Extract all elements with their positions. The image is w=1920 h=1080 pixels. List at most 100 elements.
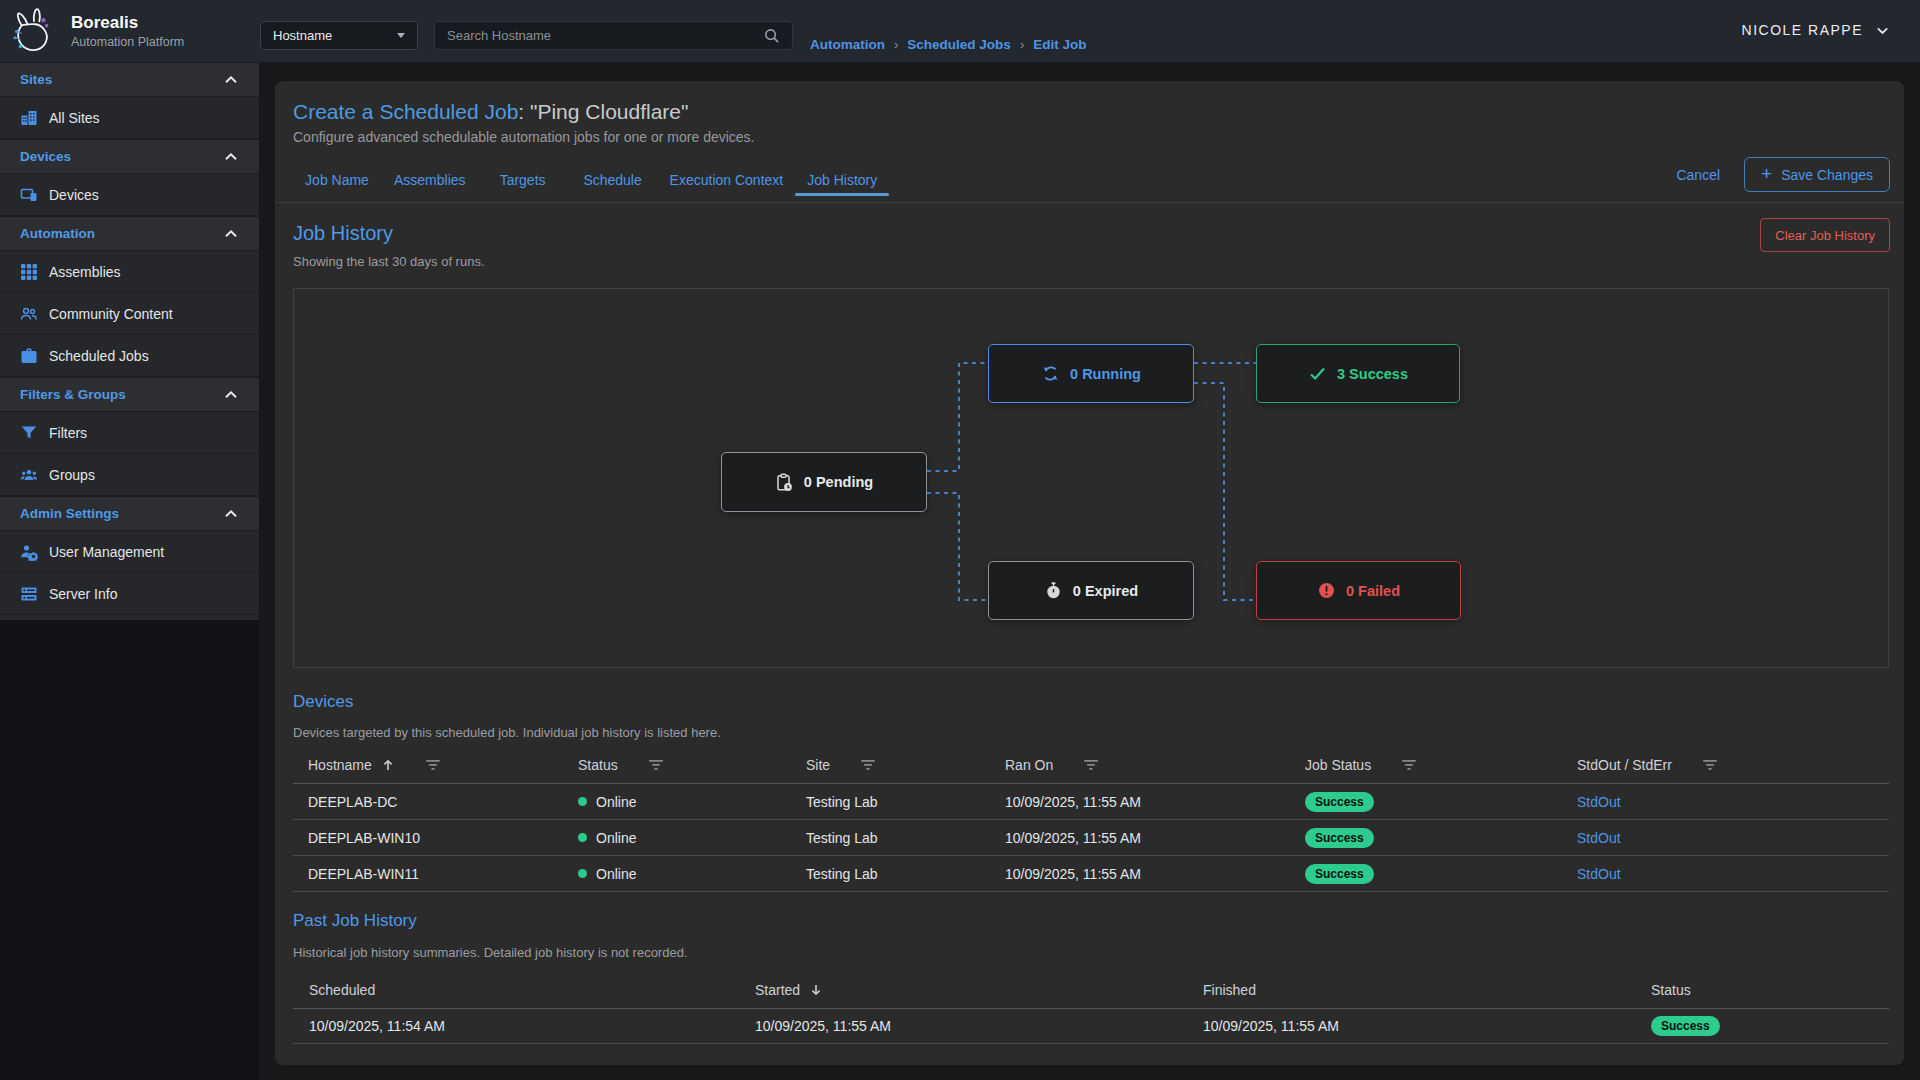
device-ran-on: 10/09/2025, 11:55 AM bbox=[1005, 866, 1141, 882]
device-stdout: StdOut bbox=[1577, 830, 1621, 846]
divider bbox=[275, 202, 1904, 203]
sidebar-item-all-sites[interactable]: All Sites bbox=[0, 97, 259, 139]
column-header-started[interactable]: Started bbox=[755, 982, 823, 998]
device-hostname: DEEPLAB-WIN10 bbox=[308, 830, 420, 846]
flow-node-label: 3 Success bbox=[1337, 366, 1408, 382]
sidebar-item-label: All Sites bbox=[49, 110, 100, 126]
device-ran-on: 10/09/2025, 11:55 AM bbox=[1005, 794, 1141, 810]
sidebar-item-filters[interactable]: Filters bbox=[0, 412, 259, 454]
chevron-up-icon bbox=[223, 506, 239, 522]
chevron-down-icon bbox=[397, 33, 405, 38]
column-header-stdout-stderr[interactable]: StdOut / StdErr bbox=[1577, 757, 1718, 773]
user-menu[interactable]: NICOLE RAPPE bbox=[1742, 22, 1890, 38]
column-header-ran-on[interactable]: Ran On bbox=[1005, 757, 1099, 773]
column-header-status[interactable]: Status bbox=[578, 757, 664, 773]
brand-name: Borealis bbox=[71, 13, 184, 33]
tab-targets[interactable]: Targets bbox=[478, 168, 568, 193]
stdout-link[interactable]: StdOut bbox=[1577, 794, 1621, 810]
buildings-icon bbox=[20, 109, 38, 127]
tab-assemblies[interactable]: Assemblies bbox=[382, 168, 478, 193]
filter-icon[interactable] bbox=[1083, 758, 1099, 772]
column-header-scheduled[interactable]: Scheduled bbox=[309, 982, 375, 998]
breadcrumb-scheduled-jobs[interactable]: Scheduled Jobs bbox=[907, 37, 1011, 52]
stdout-link[interactable]: StdOut bbox=[1577, 866, 1621, 882]
sidebar-item-assemblies[interactable]: Assemblies bbox=[0, 251, 259, 293]
user-name: NICOLE RAPPE bbox=[1742, 22, 1863, 38]
flow-node-success: 3 Success bbox=[1256, 344, 1460, 403]
devices-heading: Devices bbox=[293, 692, 353, 712]
devices-table: Hostname Status Site Ran On Job Status StdOut… bbox=[293, 746, 1889, 892]
column-header-status[interactable]: Status bbox=[1651, 982, 1691, 998]
search-box[interactable] bbox=[434, 21, 793, 50]
device-row-deeplab-win10: DEEPLAB-WIN10OnlineTesting Lab10/09/2025… bbox=[293, 820, 1889, 856]
chevron-up-icon bbox=[223, 149, 239, 165]
flow-node-expired: 0 Expired bbox=[988, 561, 1194, 620]
column-header-finished[interactable]: Finished bbox=[1203, 982, 1256, 998]
filter-icon[interactable] bbox=[1401, 758, 1417, 772]
search-input[interactable] bbox=[447, 28, 764, 43]
past-job-history-heading: Past Job History bbox=[293, 911, 417, 931]
column-header-hostname[interactable]: Hostname bbox=[308, 757, 441, 773]
hostname-filter-label: Hostname bbox=[273, 28, 332, 43]
column-header-site[interactable]: Site bbox=[806, 757, 876, 773]
sidebar-item-scheduled-jobs[interactable]: Scheduled Jobs bbox=[0, 335, 259, 377]
device-hostname: DEEPLAB-DC bbox=[308, 794, 397, 810]
tab-job-history[interactable]: Job History bbox=[795, 168, 889, 193]
sidebar-section-automation[interactable]: Automation bbox=[0, 216, 259, 251]
device-ran-on: 10/09/2025, 11:55 AM bbox=[1005, 830, 1141, 846]
clear-job-history-button[interactable]: Clear Job History bbox=[1760, 218, 1890, 252]
sidebar-section-devices[interactable]: Devices bbox=[0, 139, 259, 174]
sidebar-item-user-management[interactable]: User Management bbox=[0, 531, 259, 573]
save-changes-button[interactable]: +Save Changes bbox=[1744, 157, 1890, 192]
past-scheduled: 10/09/2025, 11:54 AM bbox=[309, 1018, 445, 1034]
alert-icon bbox=[1317, 581, 1336, 600]
online-dot-icon bbox=[578, 797, 587, 806]
sidebar-item-server-info[interactable]: Server Info bbox=[0, 573, 259, 615]
grid-icon bbox=[20, 263, 38, 281]
section-label: Filters & Groups bbox=[20, 387, 126, 402]
job-history-subheading: Showing the last 30 days of runs. bbox=[293, 254, 485, 269]
sidebar-item-community-content[interactable]: Community Content bbox=[0, 293, 259, 335]
chevron-up-icon bbox=[223, 226, 239, 242]
filter-icon[interactable] bbox=[648, 758, 664, 772]
device-hostname: DEEPLAB-WIN11 bbox=[308, 866, 419, 882]
section-label: Admin Settings bbox=[20, 506, 119, 521]
sidebar-section-admin-settings[interactable]: Admin Settings bbox=[0, 496, 259, 531]
filter-icon[interactable] bbox=[1702, 758, 1718, 772]
sidebar-item-label: Server Info bbox=[49, 586, 117, 602]
stdout-link[interactable]: StdOut bbox=[1577, 830, 1621, 846]
search-icon bbox=[764, 28, 780, 44]
chevron-up-icon bbox=[223, 387, 239, 403]
device-site: Testing Lab bbox=[806, 830, 878, 846]
status-badge: Success bbox=[1305, 864, 1374, 884]
briefcase-icon bbox=[20, 347, 38, 365]
sidebar-section-sites[interactable]: Sites bbox=[0, 62, 259, 97]
past-job-row: 10/09/2025, 11:54 AM10/09/2025, 11:55 AM… bbox=[293, 1009, 1889, 1044]
tab-execution-context[interactable]: Execution Context bbox=[658, 168, 796, 193]
filter-icon[interactable] bbox=[860, 758, 876, 772]
flow-node-label: 0 Failed bbox=[1346, 583, 1400, 599]
community-icon bbox=[20, 305, 38, 323]
cancel-button[interactable]: Cancel bbox=[1676, 167, 1720, 183]
sidebar-item-label: Groups bbox=[49, 467, 95, 483]
funnel-icon bbox=[20, 424, 38, 442]
sidebar-section-filters-groups[interactable]: Filters & Groups bbox=[0, 377, 259, 412]
section-label: Sites bbox=[20, 72, 52, 87]
sidebar-item-devices[interactable]: Devices bbox=[0, 174, 259, 216]
sidebar-item-groups[interactable]: Groups bbox=[0, 454, 259, 496]
plus-icon: + bbox=[1761, 164, 1772, 183]
breadcrumb-edit-job[interactable]: Edit Job bbox=[1033, 37, 1086, 52]
rabbit-logo-icon bbox=[10, 8, 57, 55]
device-job-status: Success bbox=[1305, 864, 1374, 884]
online-dot-icon bbox=[578, 869, 587, 878]
column-header-job-status[interactable]: Job Status bbox=[1305, 757, 1417, 773]
status-badge: Success bbox=[1305, 792, 1374, 812]
section-label: Automation bbox=[20, 226, 95, 241]
breadcrumb-automation[interactable]: Automation bbox=[810, 37, 885, 52]
filter-icon[interactable] bbox=[425, 758, 441, 772]
tab-schedule[interactable]: Schedule bbox=[568, 168, 658, 193]
flow-node-failed: 0 Failed bbox=[1256, 561, 1461, 620]
tab-job-name[interactable]: Job Name bbox=[292, 168, 382, 193]
device-job-status: Success bbox=[1305, 792, 1374, 812]
hostname-filter-select[interactable]: Hostname bbox=[260, 21, 418, 50]
